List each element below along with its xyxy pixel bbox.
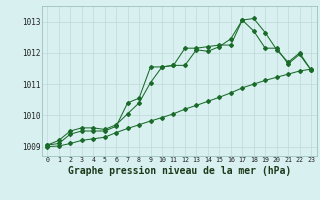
X-axis label: Graphe pression niveau de la mer (hPa): Graphe pression niveau de la mer (hPa)	[68, 166, 291, 176]
